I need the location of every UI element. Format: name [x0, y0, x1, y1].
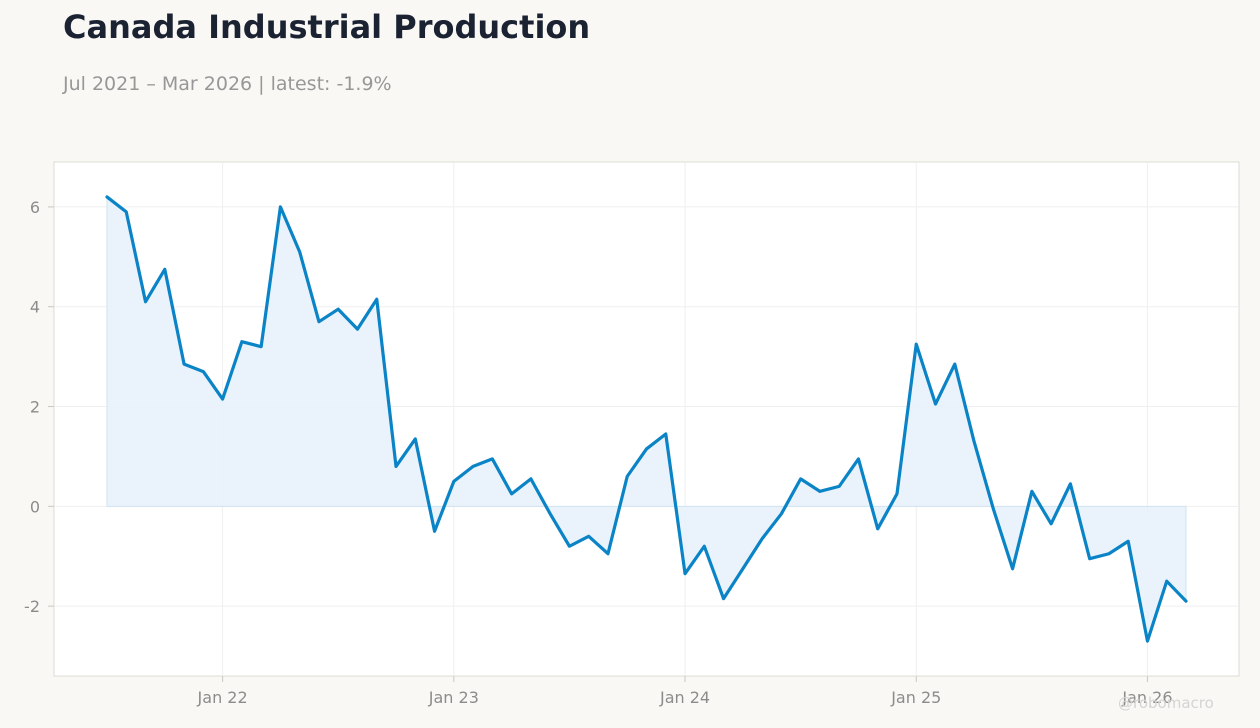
data-point [529, 477, 533, 481]
data-point [683, 572, 687, 576]
x-axis-ticks: Jan 22 Jan 23 Jan 24 Jan 25 Jan 26 [197, 676, 1173, 707]
series-line [105, 195, 1188, 643]
data-point [278, 205, 282, 209]
data-point [587, 534, 591, 538]
y-tick-label: 4 [30, 298, 40, 317]
data-point [953, 362, 957, 366]
chart-subtitle: Jul 2021 – Mar 2026 | latest: -1.9% [63, 73, 392, 95]
data-point [317, 320, 321, 324]
x-tick-label: Jan 23 [428, 688, 479, 707]
data-point [413, 437, 417, 441]
data-point [240, 340, 244, 344]
data-point [1049, 522, 1053, 526]
data-point [606, 552, 610, 556]
data-point [355, 327, 359, 331]
data-point [1126, 539, 1130, 543]
data-point [567, 544, 571, 548]
data-point [105, 195, 109, 199]
x-tick-label: Jan 25 [890, 688, 941, 707]
data-point [298, 250, 302, 254]
data-point [452, 479, 456, 483]
data-point [1030, 489, 1034, 493]
x-tick-label: Jan 22 [197, 688, 248, 707]
data-point [934, 402, 938, 406]
data-point [1184, 599, 1188, 603]
data-point [722, 597, 726, 601]
data-point [259, 345, 263, 349]
data-point [1145, 639, 1149, 643]
data-point [799, 477, 803, 481]
data-point [163, 267, 167, 271]
data-point [548, 512, 552, 516]
data-point [645, 447, 649, 451]
data-point [144, 300, 148, 304]
data-point [201, 370, 205, 374]
data-point [895, 492, 899, 496]
y-tick-label: 6 [30, 198, 40, 217]
data-point [972, 439, 976, 443]
data-point [779, 512, 783, 516]
data-point [375, 297, 379, 301]
y-axis-ticks: -2 0 2 4 6 [24, 198, 54, 616]
data-point [124, 210, 128, 214]
data-point [876, 527, 880, 531]
data-point [1088, 557, 1092, 561]
data-point [433, 529, 437, 533]
data-point [702, 544, 706, 548]
data-point [664, 432, 668, 436]
data-point [394, 464, 398, 468]
chart-title: Canada Industrial Production [63, 8, 591, 46]
x-tick-label: Jan 24 [659, 688, 710, 707]
data-point [510, 492, 514, 496]
data-point [625, 474, 629, 478]
x-tick-label: Jan 26 [1121, 688, 1172, 707]
data-point [856, 457, 860, 461]
watermark: @robomacro [1118, 694, 1214, 712]
data-point [1107, 552, 1111, 556]
data-point [837, 484, 841, 488]
series-line-group [105, 195, 1188, 643]
y-tick-label: 0 [30, 497, 40, 516]
data-point [471, 464, 475, 468]
data-point [1068, 482, 1072, 486]
data-point [221, 397, 225, 401]
data-point [182, 362, 186, 366]
data-point [741, 567, 745, 571]
data-point [490, 457, 494, 461]
data-point [336, 307, 340, 311]
data-point [1165, 579, 1169, 583]
y-tick-label: 2 [30, 398, 40, 417]
data-point [914, 342, 918, 346]
data-point [818, 489, 822, 493]
y-tick-label: -2 [24, 597, 40, 616]
data-point [991, 507, 995, 511]
data-point [760, 537, 764, 541]
data-point [1011, 567, 1015, 571]
